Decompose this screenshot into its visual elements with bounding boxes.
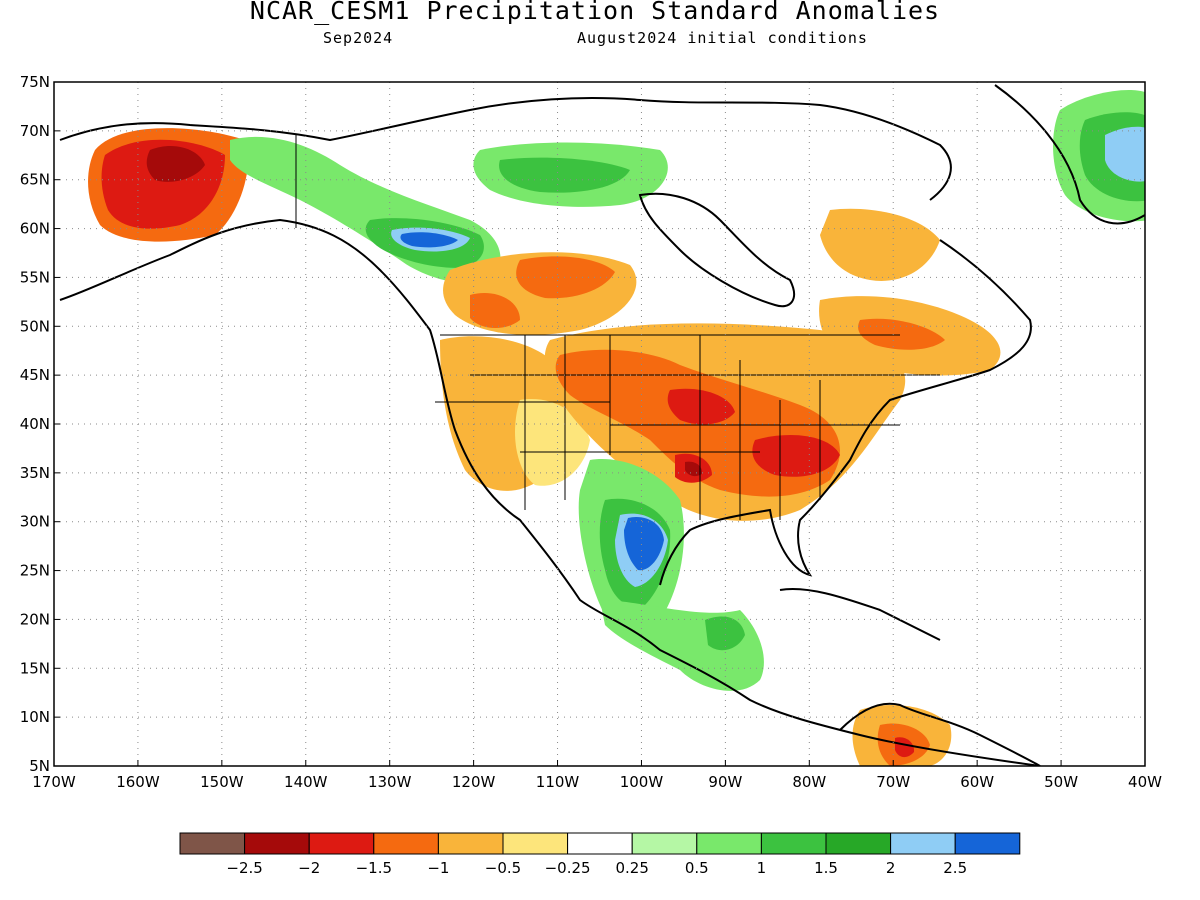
lat-label: 65N: [20, 171, 50, 189]
lat-label: 40N: [20, 415, 50, 433]
lon-label: 70W: [876, 773, 910, 791]
anomaly-region: [685, 461, 703, 477]
lon-label: 50W: [1044, 773, 1078, 791]
lat-label: 35N: [20, 464, 50, 482]
lat-label: 30N: [20, 513, 50, 531]
lat-label: 45N: [20, 366, 50, 384]
anomaly-region: [516, 256, 615, 299]
lon-label: 120W: [452, 773, 496, 791]
legend-label: 0.25: [615, 859, 648, 877]
coastline-north: [59, 97, 952, 201]
lat-label: 55N: [20, 268, 50, 286]
lat-label: 75N: [20, 73, 50, 91]
lat-label: 25N: [20, 562, 50, 580]
lat-label: 70N: [20, 122, 50, 140]
lat-label: 20N: [20, 610, 50, 628]
lat-label: 15N: [20, 659, 50, 677]
legend-swatch: [825, 832, 892, 855]
lon-label: 40W: [1128, 773, 1162, 791]
anomaly-region: [820, 208, 940, 281]
legend-swatch: [308, 832, 375, 855]
anomaly-region: [858, 318, 945, 350]
color-legend: −2.5 −2 −1.5 −1 −0.5 −0.25 0.25 0.5 1 1.5 2 2.5: [179, 832, 1021, 877]
lat-label: 60N: [20, 220, 50, 238]
anomaly-shading: [88, 90, 1145, 766]
legend-label: 1: [757, 859, 767, 877]
coastlines: [59, 84, 1145, 766]
lon-label: 140W: [284, 773, 328, 791]
coastline-hudson: [638, 192, 795, 308]
anomaly-region: [667, 388, 735, 425]
lat-label: 10N: [20, 708, 50, 726]
lon-label: 160W: [116, 773, 160, 791]
legend-label: 2.5: [943, 859, 967, 877]
lat-label: 50N: [20, 317, 50, 335]
anomaly-region: [1105, 126, 1145, 182]
init-conditions: August2024 initial conditions: [577, 29, 868, 47]
lon-label: 100W: [620, 773, 664, 791]
legend-swatch: [631, 832, 698, 855]
map-grid: [53, 81, 1146, 767]
anomaly-region: [895, 737, 915, 758]
legend-label: −1: [427, 859, 449, 877]
lon-label: 90W: [708, 773, 742, 791]
longitude-axis: 170W 160W 150W 140W 130W 120W 110W 100W 90W 80W 70…: [32, 760, 1162, 791]
lon-label: 170W: [32, 773, 76, 791]
lat-label: 5N: [29, 757, 50, 775]
lon-label: 110W: [536, 773, 580, 791]
map-title: NCAR_CESM1 Precipitation Standard Anomal…: [249, 0, 941, 25]
anomaly-region: [400, 232, 458, 248]
valid-month: Sep2024: [323, 29, 394, 47]
coastline-caribbean: [779, 588, 941, 641]
coastline-west: [59, 218, 1041, 766]
legend-swatch: [890, 832, 956, 855]
legend-swatch: [373, 832, 439, 855]
legend-swatch: [244, 832, 310, 855]
anomaly-region: [752, 435, 840, 477]
coastline-southamerica: [839, 702, 1041, 766]
legend-label: −2: [298, 859, 320, 877]
legend-label: −2.5: [226, 859, 262, 877]
anomaly-region: [499, 157, 630, 193]
anomaly-region: [146, 145, 205, 182]
anomaly-region: [515, 399, 590, 486]
lon-label: 150W: [200, 773, 244, 791]
legend-swatch: [696, 832, 762, 855]
legend-label: 2: [886, 859, 896, 877]
legend-label: −0.25: [545, 859, 591, 877]
legend-swatch: [954, 832, 1021, 855]
state-borders: [295, 135, 940, 520]
anomaly-region: [624, 516, 664, 571]
legend-swatch: [760, 832, 827, 855]
legend-label: 0.5: [685, 859, 709, 877]
legend-swatch: [567, 832, 633, 855]
legend-label: −0.5: [485, 859, 521, 877]
legend-label: −1.5: [356, 859, 392, 877]
legend-label: 1.5: [814, 859, 838, 877]
legend-swatch: [502, 832, 569, 855]
anomaly-region: [470, 292, 520, 329]
legend-swatch: [437, 832, 504, 855]
legend-swatch: [179, 832, 246, 855]
latitude-axis: 75N 70N 65N 60N 55N 50N 45N 40N 35N 30N 25N 20N 15N 1…: [20, 73, 60, 775]
anomaly-region: [705, 616, 745, 651]
coastline-east: [659, 239, 1032, 586]
coastline-greenland: [994, 84, 1145, 225]
lon-label: 60W: [960, 773, 994, 791]
lon-label: 130W: [368, 773, 412, 791]
lon-label: 80W: [792, 773, 826, 791]
